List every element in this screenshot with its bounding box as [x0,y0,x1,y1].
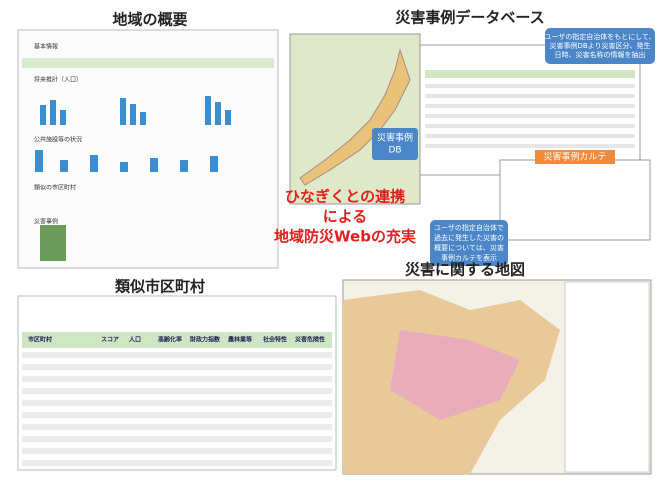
table-header: 高齢化率 [158,336,182,344]
karte-label: 災害事例カルテ [543,151,606,163]
map-title: 災害に関する地図 [405,261,525,279]
badge-line: DB [388,146,401,156]
table-header: 社会特性 [262,336,287,344]
callout-line: 災害事例DBより災害区分、発生 [549,41,650,50]
section-label: 類似の市区町村 [34,184,76,192]
callout-top-text: ユーザの指定自治体をもとにして、災害事例DBより災害区分、発生日時、災害名称の情… [544,32,655,59]
photo [40,225,66,261]
table-header: 農林業等 [228,336,252,344]
center-line: による [323,208,368,226]
section-label: 基本情報 [34,43,58,51]
section-label: 災害事例 [34,218,58,226]
center-line: 地域防災Webの充実 [274,228,416,246]
overview-title: 地域の概要 [112,11,187,29]
section-label: 公共施設等の状況 [34,136,82,144]
center-line: ひなぎくとの連携 [285,188,405,206]
callout-line: 過去に発生した災害の [434,233,504,242]
callout-line: ユーザの指定自治体をもとにして、 [544,32,655,41]
table-header: 人口 [128,337,141,344]
table-header: 市区町村 [28,336,52,344]
overview-bar [22,58,274,68]
table-header: 財政力指数 [189,336,221,344]
similar-table-screenshot [18,296,336,470]
badge-line: 災害事例 [377,132,413,144]
table-header: 災害危険性 [294,336,325,344]
callout-line: 概要については、災害 [434,243,504,252]
callout-line: 日時、災害名称の情報を抽出 [555,50,646,59]
table-header: スコア [101,337,119,344]
slide: 地域の概要 基本情報将来推計（人口）公共施設等の状況類似の市区町村災害事例 災害… [0,0,670,483]
karte-screenshot [500,160,650,240]
callout-line: ユーザの指定自治体で [434,223,504,232]
db-table-header [425,70,635,78]
map-legend [565,282,649,472]
db-title: 災害事例データベース [395,9,544,27]
section-label: 将来推計（人口） [34,76,82,84]
similar-title: 類似市区町村 [114,278,205,296]
